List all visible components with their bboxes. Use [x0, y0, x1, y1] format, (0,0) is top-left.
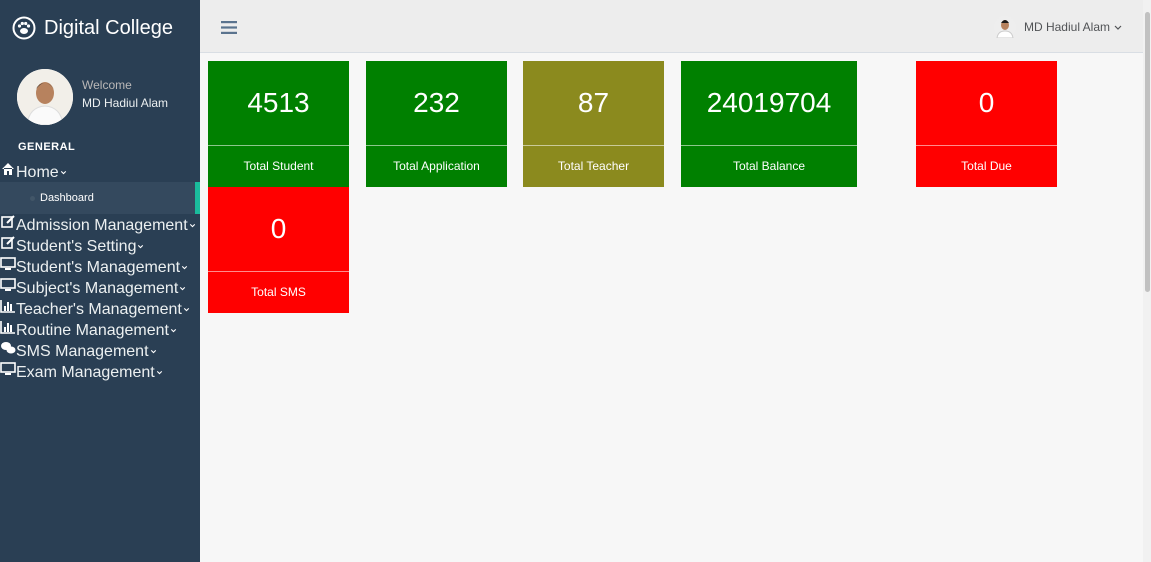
stat-value: 0: [916, 87, 1057, 119]
submenu-item[interactable]: Dashboard: [0, 182, 200, 214]
user-menu[interactable]: MD Hadiul Alam: [994, 16, 1131, 38]
stat-card[interactable]: 232 Total Application: [366, 61, 507, 187]
topbar: MD Hadiul Alam: [200, 0, 1143, 53]
page: {"brand": "Digital College", "profile": …: [0, 0, 1151, 562]
stat-card[interactable]: 87 Total Teacher: [523, 61, 664, 187]
menu-label: Teacher's Management: [16, 301, 182, 318]
menu-item[interactable]: Subject's Management: [0, 277, 200, 298]
stat-label: Total Student: [208, 159, 349, 173]
menu-chevron: [59, 168, 68, 177]
menu-icon: [0, 161, 16, 177]
menu-label: Subject's Management: [16, 280, 178, 297]
profile-name: MD Hadiul Alam: [82, 96, 168, 110]
menu-item[interactable]: Student's Setting: [0, 235, 200, 256]
menu-icon: [0, 256, 16, 272]
stat-card[interactable]: 0 Total Due: [916, 61, 1057, 187]
stat-card[interactable]: 24019704 Total Balance: [681, 61, 857, 187]
stat-card[interactable]: 4513 Total Student: [208, 61, 349, 187]
brand[interactable]: Digital College: [0, 0, 200, 56]
avatar-image: [17, 69, 73, 125]
menu-item[interactable]: Admission Management: [0, 214, 200, 235]
menu-label: Admission Management: [16, 217, 188, 234]
stat-label: Total Due: [916, 159, 1057, 173]
menu-icon: [0, 319, 16, 335]
scrollbar-thumb[interactable]: [1145, 12, 1150, 292]
stat-label: Total Application: [366, 159, 507, 173]
menu-label: Student's Management: [16, 259, 180, 276]
menu-icon: [0, 340, 16, 356]
user-name: MD Hadiul Alam: [1024, 20, 1110, 34]
stat-card[interactable]: 0 Total SMS: [208, 187, 349, 313]
menu-item[interactable]: SMS Management: [0, 340, 200, 361]
menu-chevron: [136, 242, 145, 251]
stat-label: Total SMS: [208, 285, 349, 299]
stat-divider: [916, 145, 1057, 146]
menu-item[interactable]: Student's Management: [0, 256, 200, 277]
stat-value: 4513: [208, 87, 349, 119]
menu-icon: [0, 277, 16, 293]
stat-label: Total Balance: [681, 159, 857, 173]
user-avatar: [994, 16, 1016, 38]
menu-icon: [0, 235, 16, 251]
welcome-text: Welcome: [82, 78, 132, 92]
brand-icon: [12, 16, 36, 40]
stat-label: Total Teacher: [523, 159, 664, 173]
stat-value: 0: [208, 213, 349, 245]
stat-value: 232: [366, 87, 507, 119]
menu-label: SMS Management: [16, 343, 149, 360]
menu-label: Routine Management: [16, 322, 169, 339]
menu-item[interactable]: Exam Management: [0, 361, 200, 382]
menu-chevron: [180, 263, 189, 272]
menu-label: Home: [16, 164, 59, 181]
menu-chevron: [169, 326, 178, 335]
menu-chevron: [188, 221, 197, 230]
menu-item[interactable]: Home: [0, 161, 200, 182]
menu-chevron: [155, 368, 164, 377]
stat-divider: [208, 271, 349, 272]
menu-label: Student's Setting: [16, 238, 136, 255]
brand-name: Digital College: [44, 17, 173, 40]
menu-chevron: [178, 284, 187, 293]
menu-icon: [0, 298, 16, 314]
sidebar: Digital College Welcome MD Hadiul Alam G…: [0, 0, 200, 562]
menu-icon: [0, 361, 16, 377]
menu-chevron: [149, 347, 158, 356]
stat-divider: [366, 145, 507, 146]
avatar: [17, 69, 73, 125]
stat-value: 24019704: [681, 87, 857, 119]
section-title: GENERAL: [18, 141, 75, 153]
stat-divider: [523, 145, 664, 146]
user-caret: [1113, 23, 1123, 31]
menu-item[interactable]: Teacher's Management: [0, 298, 200, 319]
stat-value: 87: [523, 87, 664, 119]
stat-divider: [681, 145, 857, 146]
menu-icon: [0, 214, 16, 230]
menu-chevron: [182, 305, 191, 314]
stat-divider: [208, 145, 349, 146]
menu-toggle[interactable]: [221, 21, 237, 34]
menu-label: Exam Management: [16, 364, 155, 381]
menu-item[interactable]: Routine Management: [0, 319, 200, 340]
